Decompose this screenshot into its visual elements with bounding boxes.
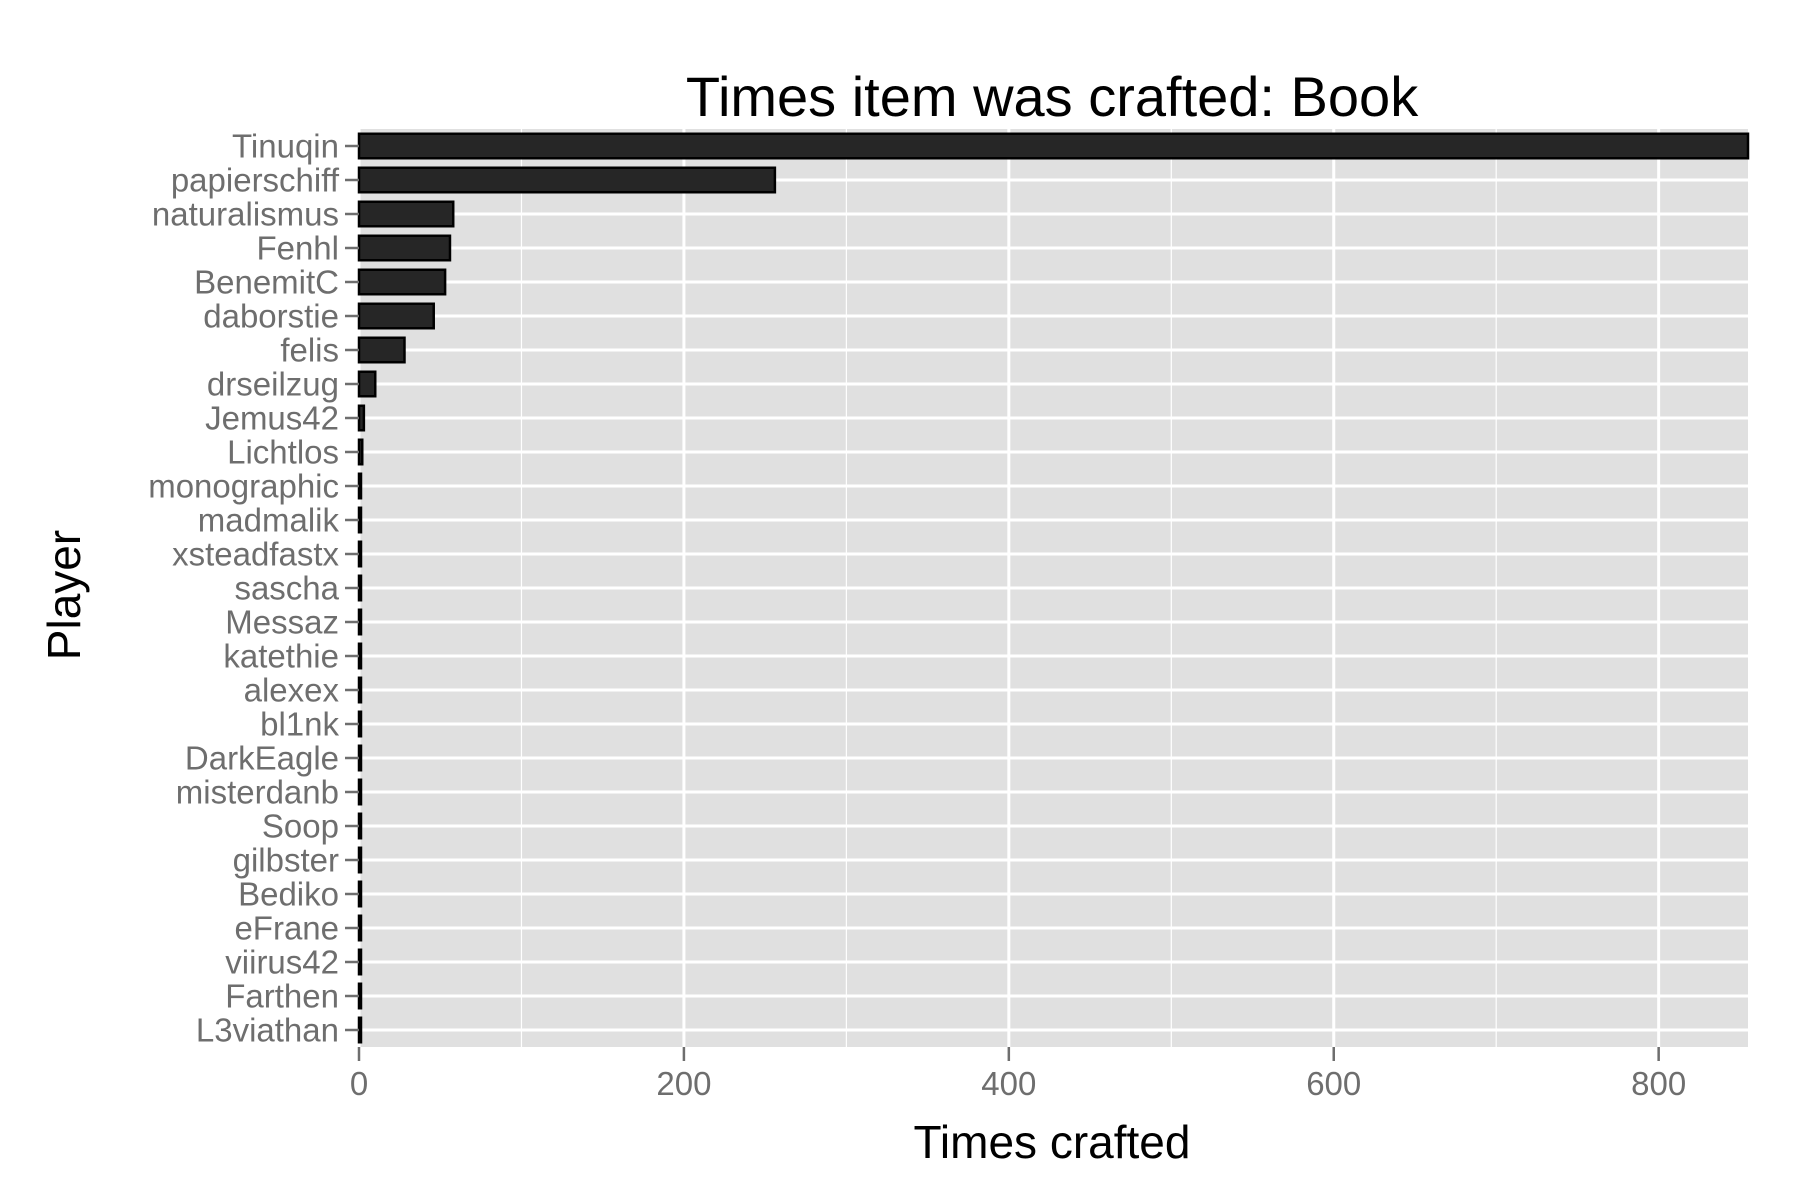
bar-papierschiff — [357, 166, 777, 194]
y-tick-label: bl1nk — [260, 706, 339, 743]
y-tick-label: katethie — [223, 638, 339, 675]
bar-daborstie — [357, 302, 435, 330]
y-tick-label: gilbster — [233, 842, 339, 879]
x-tick-label: 0 — [350, 1065, 368, 1102]
bars — [357, 132, 1750, 1044]
y-tick-label: daborstie — [203, 298, 339, 335]
bar-L3viathan — [357, 1016, 363, 1044]
bar-bl1nk — [357, 710, 363, 738]
y-tick-label: madmalik — [198, 502, 340, 539]
bar-monographic — [357, 472, 363, 500]
y-tick-label: Bediko — [238, 876, 339, 913]
bar-Lichtlos — [357, 438, 364, 466]
y-tick-label: DarkEagle — [185, 740, 339, 777]
bar-Bediko — [357, 880, 363, 908]
y-tick-label: Jemus42 — [205, 400, 339, 437]
y-tick-label: eFrane — [234, 910, 339, 947]
bar-naturalismus — [357, 200, 455, 228]
bar-xsteadfastx — [357, 540, 363, 568]
bar-misterdanb — [357, 778, 363, 806]
bar-Fenhl — [357, 234, 452, 262]
y-tick-label: BenemitC — [194, 264, 339, 301]
y-tick-label: Fenhl — [256, 230, 339, 267]
bar-katethie — [357, 642, 363, 670]
bar-drseilzug — [357, 370, 377, 398]
y-tick-label: monographic — [148, 468, 339, 505]
y-tick-label: Lichtlos — [227, 434, 339, 471]
y-tick-label: Soop — [262, 808, 339, 845]
y-tick-label: naturalismus — [152, 196, 339, 233]
x-tick-label: 200 — [656, 1065, 711, 1102]
y-tick-label: drseilzug — [207, 366, 339, 403]
y-tick-label: alexex — [244, 672, 340, 709]
y-tick-label: L3viathan — [196, 1012, 339, 1049]
y-tick-label: misterdanb — [176, 774, 339, 811]
bar-Tinuqin — [357, 132, 1750, 160]
y-tick-label: xsteadfastx — [172, 536, 339, 573]
y-axis: TinuqinpapierschiffnaturalismusFenhlBene… — [148, 128, 359, 1049]
bar-BenemitC — [357, 268, 447, 296]
chart-title: Times item was crafted: Book — [686, 65, 1419, 128]
x-tick-label: 600 — [1306, 1065, 1361, 1102]
y-tick-label: viirus42 — [225, 944, 339, 981]
bar-eFrane — [357, 914, 363, 942]
y-tick-label: Messaz — [225, 604, 339, 641]
bar-Soop — [357, 812, 363, 840]
y-tick-label: sascha — [234, 570, 339, 607]
bar-gilbster — [357, 846, 363, 874]
bar-viirus42 — [357, 948, 363, 976]
bar-Messaz — [357, 608, 363, 636]
y-axis-title: Player — [38, 530, 90, 660]
bar-Farthen — [357, 982, 363, 1010]
bar-sascha — [357, 574, 363, 602]
bar-alexex — [357, 676, 363, 704]
y-tick-label: papierschiff — [171, 162, 340, 199]
bar-DarkEagle — [357, 744, 363, 772]
y-tick-label: Tinuqin — [232, 128, 339, 165]
bar-Jemus42 — [357, 404, 366, 432]
x-axis: 0 200 400 600 800 — [350, 1047, 1686, 1102]
x-tick-label: 400 — [981, 1065, 1036, 1102]
y-tick-label: felis — [280, 332, 339, 369]
y-tick-label: Farthen — [225, 978, 339, 1015]
x-axis-title: Times crafted — [914, 1116, 1191, 1168]
x-tick-label: 800 — [1631, 1065, 1686, 1102]
bar-felis — [357, 336, 406, 364]
bar-madmalik — [357, 506, 363, 534]
